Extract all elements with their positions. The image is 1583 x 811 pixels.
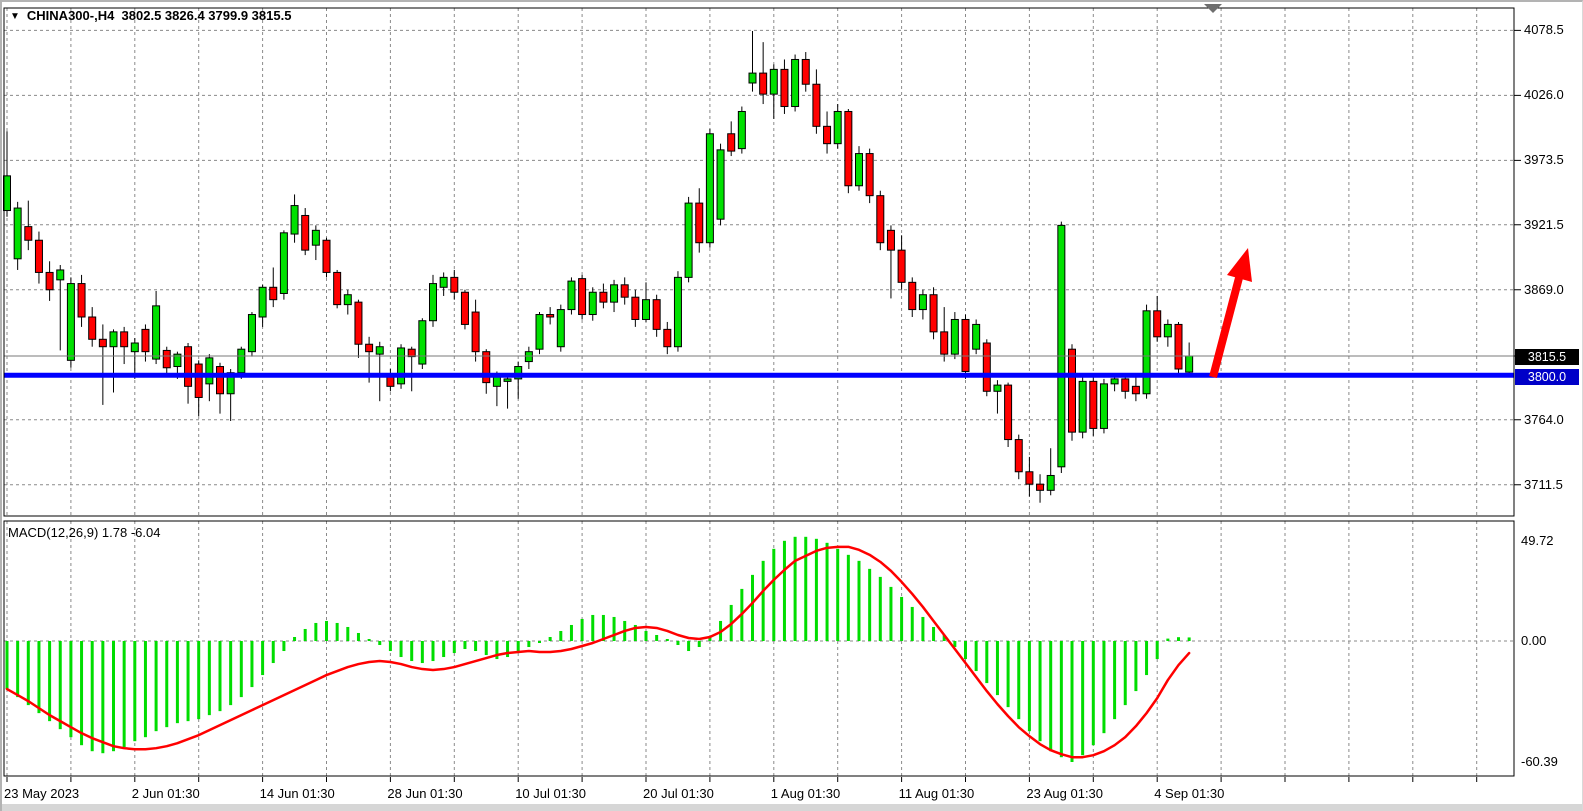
time-axis-label: 23 Aug 01:30 [1026,786,1104,801]
macd-indicator-label: MACD(12,26,9) 1.78 -6.04 [8,525,161,540]
chart-title: ▼ CHINA300-,H4 3802.5 3826.4 3799.9 3815.… [10,8,291,23]
candlestick-series [3,31,1194,503]
time-axis-label: 23 May 2023 [4,786,80,801]
time-axis-label: 4 Sep 01:30 [1154,786,1225,801]
time-axis-label: 14 Jun 01:30 [259,786,335,801]
price-axis-label: 3921.5 [1524,216,1564,232]
price-axis-label: 4026.0 [1524,87,1564,103]
price-axis-label: 3764.0 [1524,411,1564,427]
macd-series [5,536,1191,762]
time-axis-label: 1 Aug 01:30 [770,786,841,801]
time-axis-label: 28 Jun 01:30 [387,786,463,801]
support-line-badge: 3800.0 [1515,369,1579,385]
time-axis-label: 2 Jun 01:30 [131,786,200,801]
time-axis-label: 10 Jul 01:30 [515,786,587,801]
price-axis-label: 3973.5 [1524,152,1564,168]
price-axis-label: 4078.5 [1524,22,1564,38]
window-bottom-edge [0,804,1583,811]
macd-axis-label: -60.39 [1521,753,1558,769]
symbol-dropdown-icon[interactable]: ▼ [10,11,20,22]
panel-borders [3,7,1515,777]
macd-axis-label: 49.72 [1521,533,1554,549]
price-axis-label: 3869.0 [1524,281,1564,297]
macd-axis-label: 0.00 [1521,633,1547,648]
symbol-ohlc-readout: CHINA300-,H4 3802.5 3826.4 3799.9 3815.5 [26,8,292,23]
annotations [1204,4,1252,379]
current-price-badge: 3815.5 [1515,349,1579,365]
time-axis-label: 20 Jul 01:30 [643,786,714,801]
price-lines [4,355,1514,378]
price-axis-label: 3711.5 [1524,476,1563,492]
time-axis-label: 11 Aug 01:30 [898,786,975,801]
